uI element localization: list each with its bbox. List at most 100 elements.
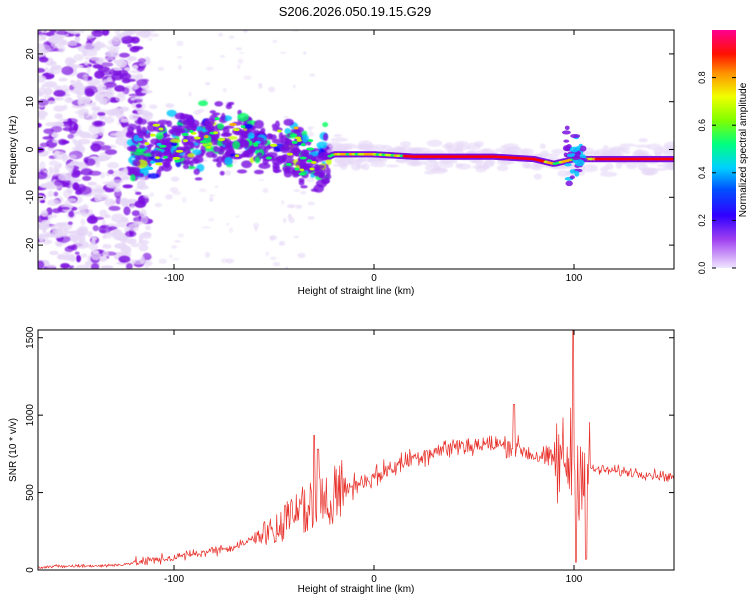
halo-blob <box>539 143 546 149</box>
noise-blob <box>96 84 107 92</box>
cloud-blob <box>195 126 203 131</box>
noise-blob <box>135 103 143 109</box>
noise-blob <box>126 238 137 245</box>
cloud-blob <box>132 166 141 175</box>
cloud-blob <box>130 145 137 150</box>
noise-blob <box>39 161 46 170</box>
noise-blob <box>113 67 123 71</box>
noise-blob <box>67 118 78 124</box>
cloud-blob <box>280 144 290 154</box>
cloud-blob <box>254 156 261 164</box>
noise-blob <box>38 91 45 97</box>
noise-blob <box>115 59 128 68</box>
x-tick-label: 0 <box>371 574 377 585</box>
noise-blob <box>169 254 173 259</box>
cloud-blob <box>191 149 202 156</box>
noise-blob <box>257 178 265 181</box>
noise-blob <box>92 63 104 69</box>
halo-blob <box>533 173 543 180</box>
noise-blob <box>100 172 106 179</box>
noise-blob <box>97 155 110 161</box>
halo-blob <box>663 150 674 154</box>
noise-blob <box>92 110 98 119</box>
noise-blob <box>287 213 292 220</box>
cloud-blob <box>180 113 189 119</box>
noise-blob <box>137 116 143 125</box>
cloud-blob <box>579 145 587 152</box>
cloud-blob <box>298 177 305 183</box>
noise-blob <box>120 216 129 223</box>
noise-blob <box>84 56 90 61</box>
cloud-blob <box>224 156 233 166</box>
cloud-blob <box>317 167 323 176</box>
cloud-blob <box>562 145 571 152</box>
cloud-blob <box>242 123 253 129</box>
noise-blob <box>84 158 96 166</box>
halo-blob <box>638 137 648 143</box>
cloud-blob <box>141 167 149 172</box>
cloud-blob <box>242 133 248 139</box>
noise-blob <box>127 43 132 48</box>
noise-blob <box>40 30 46 34</box>
y-tick-label: -20 <box>25 237 36 252</box>
cloud-blob <box>241 160 253 169</box>
cloud-blob <box>562 130 571 135</box>
cloud-blob <box>182 163 190 170</box>
noise-blob <box>307 126 315 130</box>
bright-spot <box>159 144 167 148</box>
bright-spot <box>269 143 278 147</box>
noise-blob <box>47 190 55 198</box>
noise-blob <box>38 233 45 242</box>
noise-blob <box>205 66 214 71</box>
noise-blob <box>77 225 89 234</box>
cloud-blob <box>191 157 200 164</box>
noise-blob <box>38 98 49 106</box>
cloud-blob <box>213 145 220 153</box>
noise-blob <box>52 97 65 101</box>
bright-spot <box>277 129 282 133</box>
halo-blob <box>455 163 464 168</box>
noise-blob <box>107 38 121 46</box>
cloud-blob <box>155 132 164 140</box>
noise-blob <box>128 113 141 121</box>
bottom-y-axis-label: SNR (10 * v/v) <box>8 418 19 482</box>
halo-blob <box>445 146 452 152</box>
halo-blob <box>617 145 631 152</box>
cloud-blob <box>253 169 264 175</box>
noise-blob <box>149 192 154 197</box>
bright-spot <box>163 155 168 159</box>
noise-blob <box>69 265 75 269</box>
bright-spot <box>175 149 184 153</box>
noise-blob <box>71 244 78 251</box>
bottom-y-axis: 0 500 1000 1500 <box>25 326 674 573</box>
cloud-blob <box>133 134 140 142</box>
noise-blob <box>83 60 89 66</box>
noise-blob <box>139 209 147 218</box>
noise-blob <box>252 222 260 228</box>
noise-blob <box>177 55 182 59</box>
noise-blob <box>265 251 270 256</box>
cloud-blob <box>180 160 192 164</box>
cloud-blob <box>258 162 271 169</box>
noise-blob <box>292 84 296 89</box>
cloud-blob <box>187 153 195 158</box>
noise-blob <box>58 118 70 122</box>
halo-blob <box>605 150 616 157</box>
bright-spot <box>147 166 154 170</box>
cloud-blob <box>198 100 209 107</box>
noise-blob <box>48 160 60 167</box>
noise-blob <box>214 185 219 188</box>
colorbar-tick-label: 0.8 <box>697 71 707 84</box>
noise-blob <box>279 51 287 54</box>
bright-spot <box>296 138 302 142</box>
noise-blob <box>295 204 303 209</box>
noise-blob <box>91 236 98 241</box>
noise-blob <box>137 58 146 64</box>
noise-blob <box>130 36 140 44</box>
cloud-blob <box>285 166 296 174</box>
noise-blob <box>91 120 106 127</box>
noise-blob <box>177 64 182 71</box>
noise-blob <box>49 30 57 33</box>
noise-blob <box>94 93 102 102</box>
